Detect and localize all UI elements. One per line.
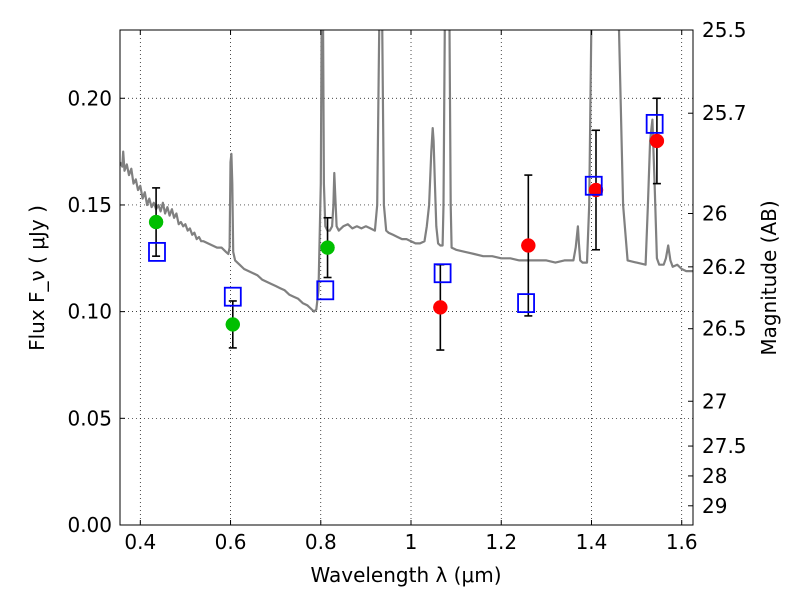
data-point-square [223,286,242,307]
right-tick-label: 27 [702,389,727,413]
data-point-square [645,113,664,134]
model-spectrum-group [120,30,693,313]
right-tick-label: 28 [702,464,727,488]
data-point-circle [588,182,604,198]
x-axis-label: Wavelength λ (μm) [310,563,501,587]
y-axis-right-label: Magnitude (AB) [757,200,781,355]
data-point-circle [521,238,536,253]
right-tick-label: 27.5 [702,434,747,458]
x-tick-label: 1.6 [666,530,698,554]
data-point-square [148,241,166,262]
tick-labels: 0.4 0.6 0.8 1 1.2 1.4 1.6 0.00 0.05 0.10 0.15 0.20 2… [67,18,746,554]
data-point-square [517,293,535,314]
right-tick-label: 29 [702,494,727,518]
model-spectrum-line [120,30,693,313]
right-tick-label: 25.7 [702,101,747,125]
data-point-circle [649,133,665,149]
data-point-square [316,280,335,301]
y-tick-label: 0.00 [67,513,112,537]
data-points-group [148,97,665,351]
right-tick-label: 25.5 [702,18,747,42]
data-point-circle [320,240,335,255]
x-tick-label: 1 [405,530,418,554]
plot-background [120,30,693,525]
grid [120,30,693,526]
x-tick-label: 0.4 [124,530,156,554]
data-point-circle [225,317,241,332]
x-tick-label: 1.2 [485,530,517,554]
y-axis-label: Flux F_ν ( μJy ) [25,205,49,351]
right-tick-label: 26.5 [702,317,747,341]
x-tick-label: 1.4 [576,530,608,554]
y-tick-label: 0.15 [67,193,112,217]
right-tick-label: 26 [702,201,727,225]
y-tick-label: 0.10 [67,300,112,324]
data-point-square [433,263,452,284]
x-tick-label: 0.6 [215,530,247,554]
y-tick-label: 0.05 [67,406,112,430]
data-point-square [584,175,603,196]
data-point-circle [148,214,164,230]
right-tick-label: 26.2 [702,255,747,279]
plot-frame [119,29,694,526]
x-tick-label: 0.8 [305,530,337,554]
data-point-circle [433,300,448,315]
axis-ticks [120,29,693,526]
y-tick-label: 0.20 [67,86,112,110]
